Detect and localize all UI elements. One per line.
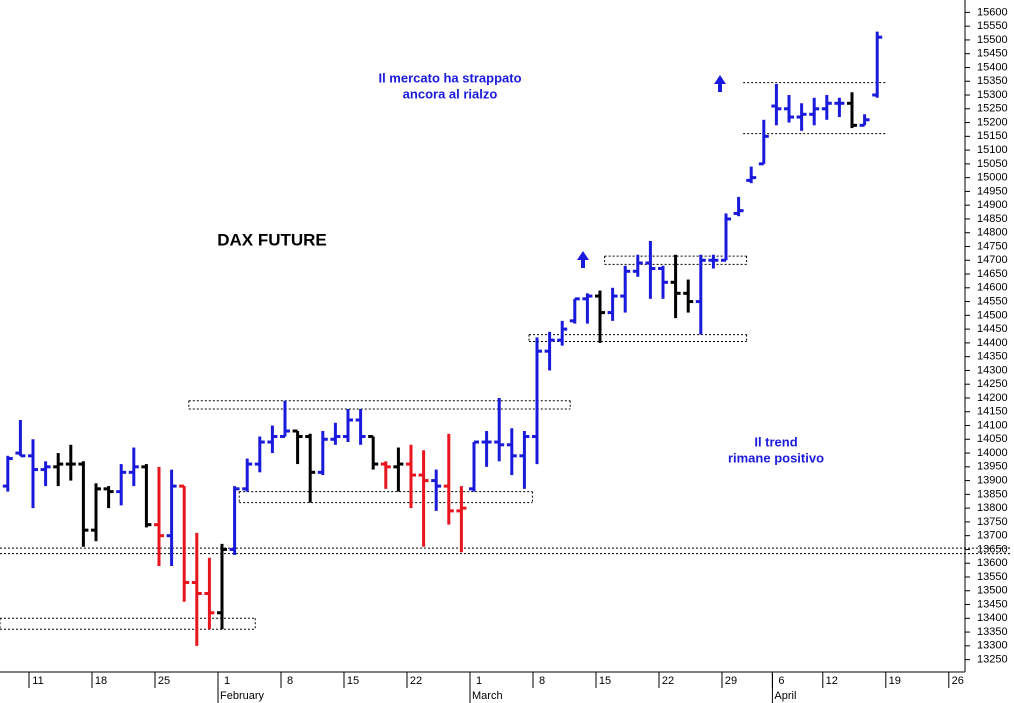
month-label: April — [774, 690, 796, 702]
y-tick-label: 14650 — [977, 268, 1008, 280]
y-tick-label: 14500 — [977, 309, 1008, 321]
y-tick-label: 13800 — [977, 502, 1008, 514]
y-tick-label: 15200 — [977, 116, 1008, 128]
y-tick-label: 14600 — [977, 282, 1008, 294]
y-tick-label: 14250 — [977, 378, 1008, 390]
y-tick-label: 14100 — [977, 419, 1008, 431]
annotation: Il trend — [754, 434, 797, 449]
y-tick-label: 14200 — [977, 392, 1008, 404]
y-tick-label: 13900 — [977, 474, 1008, 486]
x-tick-label: 19 — [889, 675, 901, 687]
annotation: ancora al rialzo — [403, 86, 498, 101]
y-tick-label: 14800 — [977, 227, 1008, 239]
month-label: March — [472, 690, 503, 702]
x-tick-label: 26 — [952, 675, 964, 687]
x-tick-label: 18 — [95, 675, 107, 687]
x-tick-label: 15 — [599, 675, 611, 687]
y-tick-label: 15050 — [977, 158, 1008, 170]
y-tick-label: 14400 — [977, 337, 1008, 349]
y-tick-label: 14750 — [977, 240, 1008, 252]
y-tick-label: 13600 — [977, 557, 1008, 569]
y-tick-label: 15350 — [977, 75, 1008, 87]
y-tick-label: 15550 — [977, 20, 1008, 32]
x-tick-label: 29 — [725, 675, 737, 687]
y-tick-label: 15100 — [977, 144, 1008, 156]
x-tick-label: 15 — [347, 675, 359, 687]
annotation: rimane positivo — [728, 450, 824, 465]
x-tick-label: 11 — [32, 675, 43, 687]
y-tick-label: 13450 — [977, 598, 1008, 610]
y-tick-label: 14450 — [977, 323, 1008, 335]
y-tick-label: 14350 — [977, 351, 1008, 363]
x-tick-label: 22 — [662, 675, 674, 687]
y-tick-label: 14150 — [977, 406, 1008, 418]
y-tick-label: 15250 — [977, 103, 1008, 115]
y-tick-label: 15450 — [977, 48, 1008, 60]
y-tick-label: 14050 — [977, 433, 1008, 445]
chart-title: DAX FUTURE — [217, 230, 327, 249]
y-tick-label: 14300 — [977, 364, 1008, 376]
x-tick-label: 8 — [287, 675, 293, 687]
y-tick-label: 15400 — [977, 61, 1008, 73]
y-tick-label: 13700 — [977, 530, 1008, 542]
x-tick-label: 6 — [778, 675, 784, 687]
y-tick-label: 13950 — [977, 461, 1008, 473]
y-tick-label: 14950 — [977, 185, 1008, 197]
up-arrow — [714, 75, 726, 92]
y-tick-label: 13350 — [977, 626, 1008, 638]
y-tick-label: 15300 — [977, 89, 1008, 101]
y-tick-label: 14900 — [977, 199, 1008, 211]
y-tick-label: 13650 — [977, 543, 1008, 555]
y-tick-label: 15600 — [977, 6, 1008, 18]
month-label: February — [220, 690, 265, 702]
y-tick-label: 14850 — [977, 213, 1008, 225]
y-tick-label: 13550 — [977, 571, 1008, 583]
y-tick-label: 13850 — [977, 488, 1008, 500]
x-tick-label: 1 — [476, 675, 482, 687]
y-tick-label: 13750 — [977, 516, 1008, 528]
x-tick-label: 1 — [224, 675, 230, 687]
y-tick-label: 15150 — [977, 130, 1008, 142]
y-tick-label: 13300 — [977, 640, 1008, 652]
x-tick-label: 8 — [539, 675, 545, 687]
x-tick-label: 12 — [826, 675, 838, 687]
up-arrow — [577, 251, 589, 268]
y-tick-label: 13500 — [977, 585, 1008, 597]
y-tick-label: 13250 — [977, 654, 1008, 666]
y-tick-label: 14700 — [977, 254, 1008, 266]
y-tick-label: 15000 — [977, 172, 1008, 184]
x-tick-label: 22 — [410, 675, 422, 687]
y-tick-label: 15500 — [977, 34, 1008, 46]
y-tick-label: 14000 — [977, 447, 1008, 459]
annotation: Il mercato ha strappato — [378, 70, 521, 85]
y-tick-label: 13400 — [977, 612, 1008, 624]
x-tick-label: 25 — [158, 675, 170, 687]
y-tick-label: 14550 — [977, 295, 1008, 307]
